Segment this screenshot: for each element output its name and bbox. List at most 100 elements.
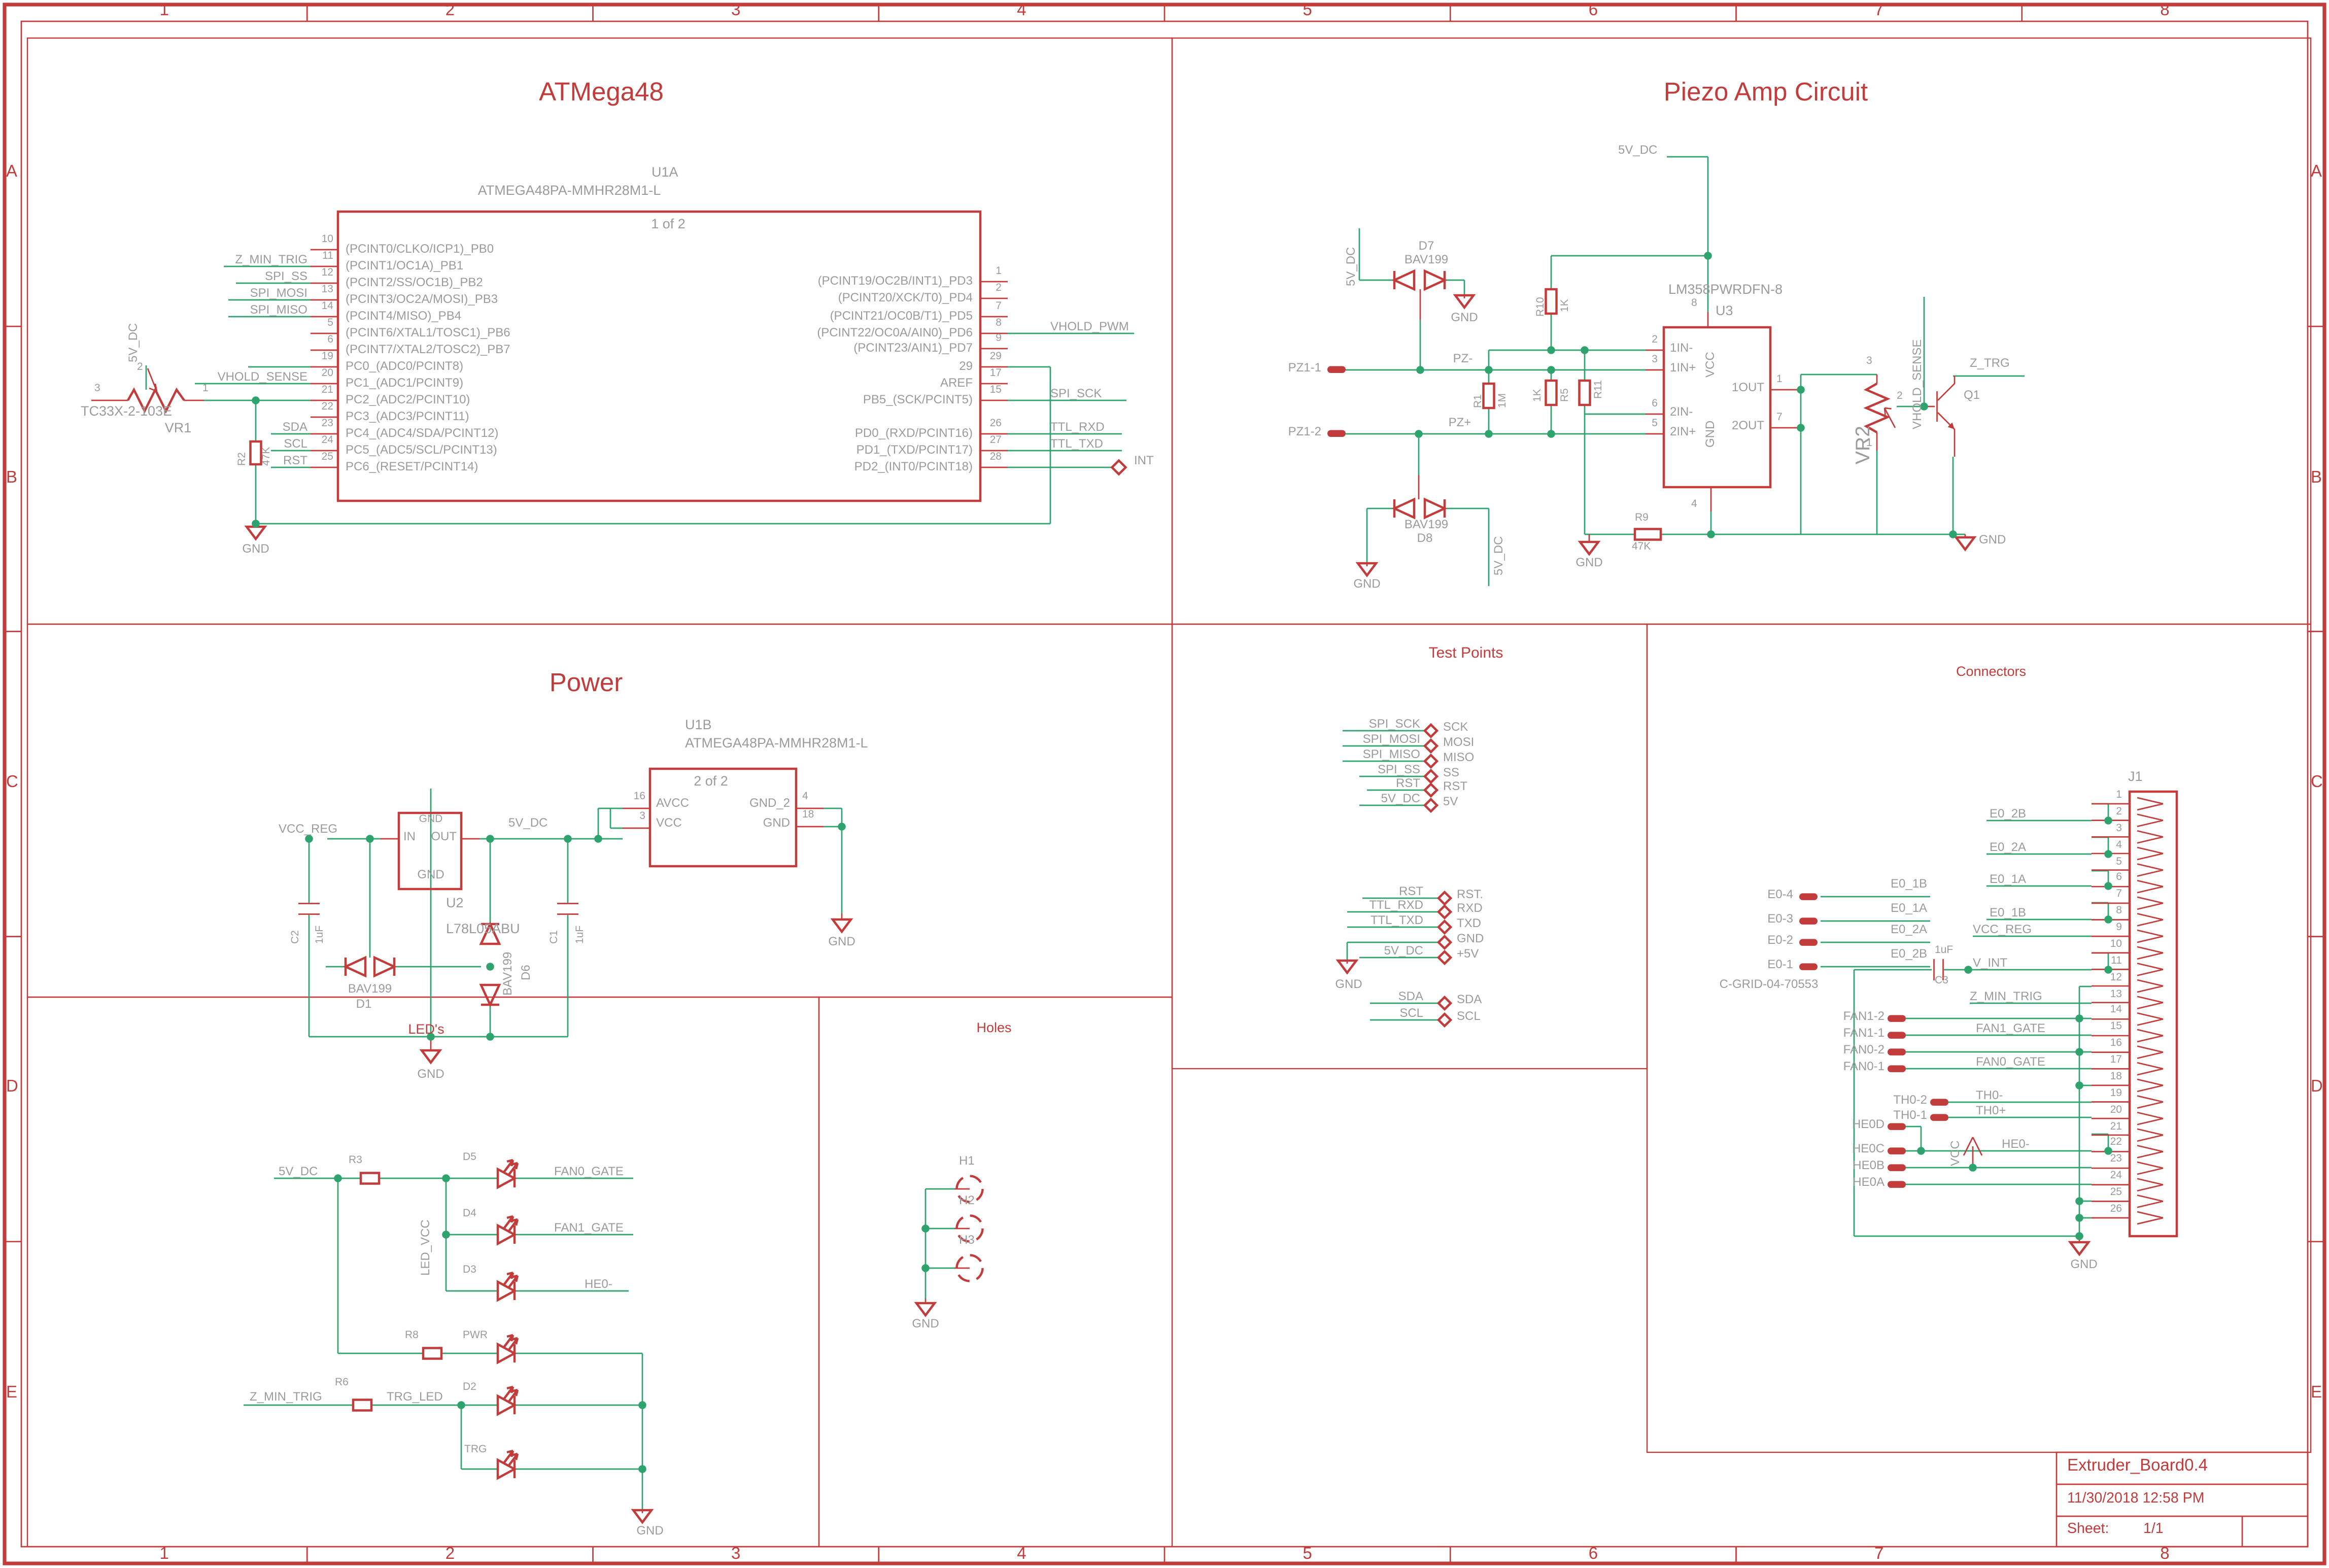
label-net-vcc-arrow: VCC xyxy=(1948,1140,1962,1166)
label-d6-refdes: D6 xyxy=(519,965,533,980)
tp-name-5v: 5V xyxy=(1443,795,1458,808)
diode-d6[interactable] xyxy=(479,921,501,1008)
potentiometer-vr2[interactable] xyxy=(1863,383,1896,433)
u1a-net-sda: SDA xyxy=(282,420,307,434)
u1a-pin-label: PC5_(ADC5/SCL/PCINT13) xyxy=(346,442,497,456)
frame-col-bottom: 6 xyxy=(1588,1545,1598,1563)
u1a-pin-num: 25 xyxy=(321,452,333,463)
frame-row-left: C xyxy=(6,773,18,792)
label-gnd-j1: GND xyxy=(2070,1257,2098,1271)
label-c3-refdes: C3 xyxy=(1935,976,1948,986)
tp-name-miso: MISO xyxy=(1443,751,1475,764)
dynamic-diamonds[interactable] xyxy=(1423,723,1453,1028)
frame-row-right: D xyxy=(2311,1078,2323,1097)
u1a-pin-num: 22 xyxy=(321,402,333,413)
frame-col-bottom: 3 xyxy=(731,1545,741,1563)
frame-row-left: E xyxy=(6,1383,18,1402)
diode-d7[interactable] xyxy=(1391,269,1448,291)
transistor-q1[interactable] xyxy=(1936,376,1956,457)
label-pad-th0-2: TH0-2 xyxy=(1893,1093,1927,1107)
j1-pin-num: 20 xyxy=(2110,1105,2122,1116)
diode-d8[interactable] xyxy=(1391,497,1448,520)
u1a-pin-label: (PCINT6/XTAL1/TOSC1)_PB6 xyxy=(346,325,510,339)
u1a-pin-label: PB5_(SCK/PCINT5) xyxy=(863,392,973,406)
label-d3-refdes: D3 xyxy=(463,1265,476,1276)
tp-net-rst: RST xyxy=(1399,884,1423,898)
j1-pin-num: 22 xyxy=(2110,1138,2122,1149)
label-net-vcc-reg: VCC_REG xyxy=(279,822,338,836)
u1a-pin-label: (PCINT7/XTAL2/TOSC2)_PB7 xyxy=(346,342,510,356)
frame-row-left: B xyxy=(6,468,18,487)
connector-j1[interactable] xyxy=(2128,790,2178,1238)
label-vr2-pin3: 3 xyxy=(1866,356,1872,367)
label-u3-refdes: U3 xyxy=(1716,303,1733,318)
frame-col-top: 7 xyxy=(1874,2,1884,20)
ic-u1a[interactable] xyxy=(336,210,982,502)
j1-pin-num: 4 xyxy=(2116,839,2122,850)
label-pad-e0-2: E0-2 xyxy=(1767,933,1793,947)
label-e0-part: C-GRID-04-70553 xyxy=(1719,977,1819,991)
label-net-trg-led: TRG_LED xyxy=(387,1390,443,1404)
u1a-pin-num: 26 xyxy=(989,419,1002,429)
ic-u1b[interactable] xyxy=(648,767,798,868)
tp-net-sda: SDA xyxy=(1398,990,1423,1003)
label-r5-value: 1K xyxy=(1533,389,1544,402)
label-net-e0-1b: E0_1B xyxy=(1990,906,2027,919)
u1a-pin-num: 24 xyxy=(321,435,333,446)
u1a-pin-label: PC6_(RESET/PCINT14) xyxy=(346,459,478,473)
label-gnd-leds: GND xyxy=(636,1524,664,1538)
frame-col-bottom: 7 xyxy=(1874,1545,1884,1563)
diode-d1[interactable] xyxy=(342,956,397,978)
label-section-title-testpoints: Test Points xyxy=(1428,645,1503,662)
capacitor-c2[interactable] xyxy=(298,903,320,915)
label-u3-pin5: 5 xyxy=(1652,419,1658,429)
section-boxes xyxy=(26,37,2312,1548)
label-h3-refdes: H3 xyxy=(959,1233,975,1247)
label-vr1-pin2: 2 xyxy=(137,362,143,373)
solder-pads[interactable] xyxy=(1327,366,1948,1188)
titleblock-sheet-label: Sheet: xyxy=(2067,1521,2109,1538)
u1a-pin-label: (PCINT2/SS/OC1B)_PB2 xyxy=(346,275,483,289)
label-net-he0-minus: HE0- xyxy=(2002,1137,2030,1151)
label-c2-refdes: C2 xyxy=(291,930,301,944)
frame-col-bottom: 8 xyxy=(2160,1545,2170,1563)
ic-u3[interactable] xyxy=(1662,326,1772,489)
port-int-symbol[interactable] xyxy=(1110,459,1127,476)
u1a-pin-label: (PCINT4/MISO)_PB4 xyxy=(346,308,462,322)
potentiometer-vr1[interactable] xyxy=(127,368,185,414)
tp-net-spi_miso: SPI_MISO xyxy=(1362,747,1420,761)
label-d1-refdes: D1 xyxy=(356,997,372,1011)
u1a-pin-label: 29 xyxy=(959,358,973,372)
capacitor-c3[interactable] xyxy=(1933,959,1944,980)
tp-net-spi_ss: SPI_SS xyxy=(1377,763,1420,776)
titleblock-sheet: 1/1 xyxy=(2143,1521,2164,1538)
u1a-pin-label: (PCINT1/OC1A)_PB1 xyxy=(346,258,464,272)
label-u2-in: IN xyxy=(403,830,416,843)
label-d7-part: BAV199 xyxy=(1404,253,1449,266)
label-trg-led-label: TRG xyxy=(464,1445,487,1455)
gnd-symbols[interactable] xyxy=(244,294,2091,1524)
label-r6-refdes: R6 xyxy=(335,1378,349,1388)
label-u3-pin4: 4 xyxy=(1691,499,1697,510)
u1a-pin-label: (PCINT23/AIN1)_PD7 xyxy=(853,340,973,354)
capacitor-c1[interactable] xyxy=(557,903,578,915)
label-gnd-atmega: GND xyxy=(242,542,269,556)
u1a-pin-label: PC4_(ADC4/SDA/PCINT12) xyxy=(346,425,499,439)
j1-pin-num: 26 xyxy=(2110,1204,2122,1215)
u1a-pin-label: (PCINT20/XCK/T0)_PD4 xyxy=(838,290,973,304)
u1a-pin-num: 23 xyxy=(321,419,333,429)
label-d8-part: BAV199 xyxy=(1404,518,1449,531)
label-r5-refdes: R5 xyxy=(1560,388,1571,402)
label-net-led-vcc: LED_VCC xyxy=(419,1219,432,1276)
frame-row-right: C xyxy=(2311,773,2323,792)
ic-u2[interactable] xyxy=(397,811,463,891)
frame-col-top: 8 xyxy=(2160,2,2170,20)
label-pad-fan0-2: FAN0-2 xyxy=(1843,1043,1885,1056)
mounting-holes[interactable] xyxy=(955,1175,984,1282)
label-c3-value: 1uF xyxy=(1935,945,1954,956)
label-net-e0-2b: E0_2B xyxy=(1990,807,2027,821)
resistors[interactable] xyxy=(249,288,1662,1412)
u1a-net-vhold_sense: VHOLD_SENSE xyxy=(217,370,307,384)
led-symbols[interactable] xyxy=(496,1158,519,1480)
